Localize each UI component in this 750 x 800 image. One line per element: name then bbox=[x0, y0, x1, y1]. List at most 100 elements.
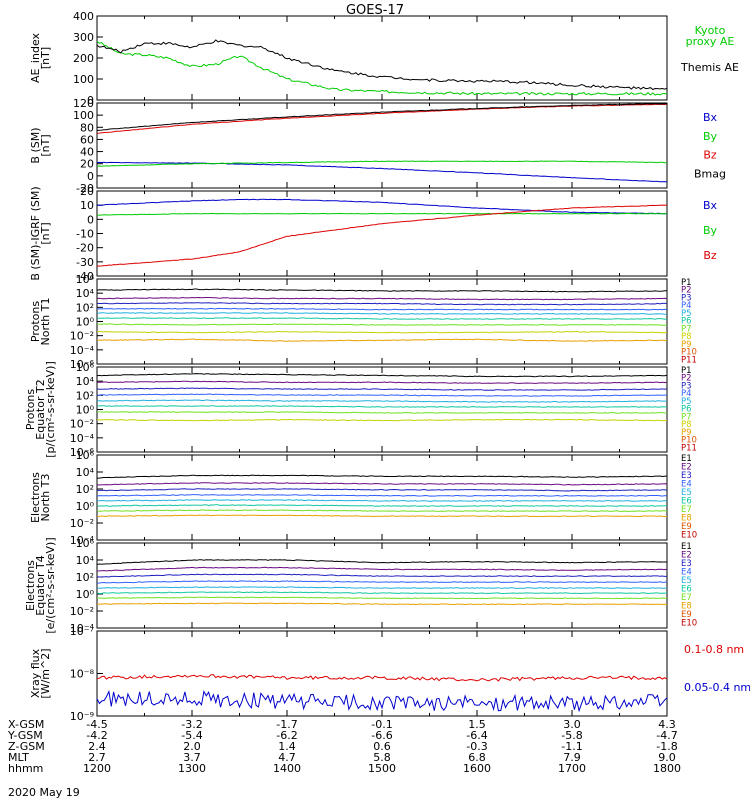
series-line-by bbox=[96, 160, 667, 167]
y-tick-label: -40 bbox=[76, 270, 94, 283]
series-line-e8 bbox=[97, 514, 667, 518]
y-tick-label: 10⁻⁶ bbox=[70, 358, 95, 371]
y-tick-label: -30 bbox=[76, 256, 94, 269]
y-tick-label: -20 bbox=[76, 182, 94, 195]
footer-value: 1.5 bbox=[468, 718, 486, 731]
series-line-p7 bbox=[96, 411, 668, 414]
y-tick-label: -10 bbox=[76, 228, 94, 241]
y-tick-label: 10⁻⁴ bbox=[70, 622, 95, 635]
y-axis-label: [W/m^2] bbox=[39, 648, 52, 698]
panel-frame bbox=[96, 542, 668, 629]
footer-value: 2.4 bbox=[88, 740, 106, 753]
legend-entry: E3 bbox=[681, 471, 692, 481]
series-line-e2 bbox=[96, 566, 668, 572]
series-line-e4 bbox=[96, 580, 668, 584]
legend-entry: E3 bbox=[681, 559, 692, 569]
legend-entry: P7 bbox=[681, 324, 692, 334]
series-line-p1 bbox=[96, 373, 668, 378]
y-tick-label: 300 bbox=[73, 31, 94, 44]
series-line-e7 bbox=[97, 596, 668, 600]
footer-value: -3.2 bbox=[181, 718, 202, 731]
y-tick-label: 10⁻⁷ bbox=[70, 625, 94, 638]
panel-frame bbox=[96, 102, 668, 189]
series-line-e1 bbox=[97, 474, 668, 479]
y-tick-label: 10² bbox=[76, 301, 94, 314]
series-line-e8 bbox=[96, 602, 668, 606]
series-line-bx bbox=[96, 198, 668, 215]
legend-entry: P8 bbox=[681, 332, 692, 342]
y-tick-label: 10⁶ bbox=[76, 273, 95, 286]
y-tick-label: -20 bbox=[76, 242, 94, 255]
y-tick-label: 10⁴ bbox=[76, 554, 95, 567]
y-axis-label: Electrons bbox=[24, 560, 37, 611]
series-line-p5 bbox=[97, 312, 667, 315]
y-tick-label: 10⁻² bbox=[70, 605, 94, 618]
legend-entry: P11 bbox=[681, 355, 697, 365]
footer-value: 4.3 bbox=[658, 718, 676, 731]
legend-entry: E9 bbox=[681, 522, 692, 532]
footer-value: -5.4 bbox=[181, 729, 202, 742]
series-line-p4 bbox=[97, 393, 668, 397]
y-tick-label: 10⁻⁴ bbox=[70, 344, 95, 357]
legend-entry: P10 bbox=[681, 436, 697, 446]
y-axis-label: B (SM)-IGRF (SM) bbox=[29, 186, 42, 280]
y-tick-label: 10⁻⁸ bbox=[70, 668, 95, 681]
series-line-p1 bbox=[96, 288, 668, 293]
legend-entry: P3 bbox=[681, 381, 692, 391]
legend-entry: 0.1-0.8 nm bbox=[684, 643, 744, 656]
y-tick-label: 10⁻⁴ bbox=[70, 534, 95, 547]
footer-date: 2020 May 19 bbox=[8, 786, 80, 799]
y-tick-label: 10⁶ bbox=[76, 449, 95, 462]
legend-entry: P7 bbox=[681, 412, 692, 422]
legend-entry: Bz bbox=[703, 149, 717, 162]
y-axis-label: North T3 bbox=[39, 474, 52, 522]
legend-entry: P5 bbox=[681, 309, 692, 319]
legend-entry: E1 bbox=[681, 542, 692, 552]
footer-value: -1.8 bbox=[656, 740, 677, 753]
legend-entry: P6 bbox=[681, 405, 692, 415]
footer-value: -6.6 bbox=[371, 729, 392, 742]
series-line-by bbox=[96, 212, 668, 216]
panel-frame bbox=[96, 454, 668, 541]
y-tick-label: 10⁻⁹ bbox=[70, 710, 94, 723]
y-tick-label: 10⁻² bbox=[70, 330, 94, 343]
series-line-p7 bbox=[96, 323, 668, 326]
y-ticks: 0 100 200 300 400 bbox=[73, 10, 668, 107]
y-tick-label: 10⁰ bbox=[76, 588, 95, 601]
legend-entry: P10 bbox=[681, 348, 697, 358]
series-line-p2 bbox=[96, 296, 668, 301]
y-axis-label: Equator T4 bbox=[34, 555, 47, 615]
series-line-p3 bbox=[96, 302, 667, 306]
legend-entry: E5 bbox=[681, 576, 692, 586]
legend-entry: Themis AE bbox=[680, 61, 739, 74]
legend-entry: E7 bbox=[681, 593, 692, 603]
legend-entry: Bz bbox=[703, 249, 717, 262]
y-axis-label: [p/(cm²-s-sr-keV)] bbox=[44, 361, 57, 458]
legend-entry: E8 bbox=[681, 514, 692, 524]
y-tick-label: 10² bbox=[76, 483, 94, 496]
series-line-p2 bbox=[97, 380, 668, 384]
footer-value: 5.8 bbox=[373, 751, 391, 764]
y-ticks: 10⁶ 10⁴ 10² 10⁰ 10⁻² 10⁻⁴ bbox=[70, 537, 668, 635]
legend-entry: P5 bbox=[681, 397, 692, 407]
legend-entry: P6 bbox=[681, 317, 692, 327]
panel-frame bbox=[96, 190, 668, 277]
series-line-themis-ae bbox=[96, 39, 668, 91]
series-line-e7 bbox=[96, 509, 668, 512]
series-line-p5 bbox=[96, 399, 668, 403]
series-line-p8 bbox=[96, 330, 668, 334]
legend-entry: 0.05-0.4 nm bbox=[684, 681, 750, 694]
y-tick-label: 10⁰ bbox=[76, 316, 95, 329]
y-tick-label: 10 bbox=[80, 199, 94, 212]
series-line-bz bbox=[96, 204, 668, 267]
series-line-bx bbox=[96, 161, 668, 183]
legend: Bx By Bz bbox=[703, 199, 718, 262]
